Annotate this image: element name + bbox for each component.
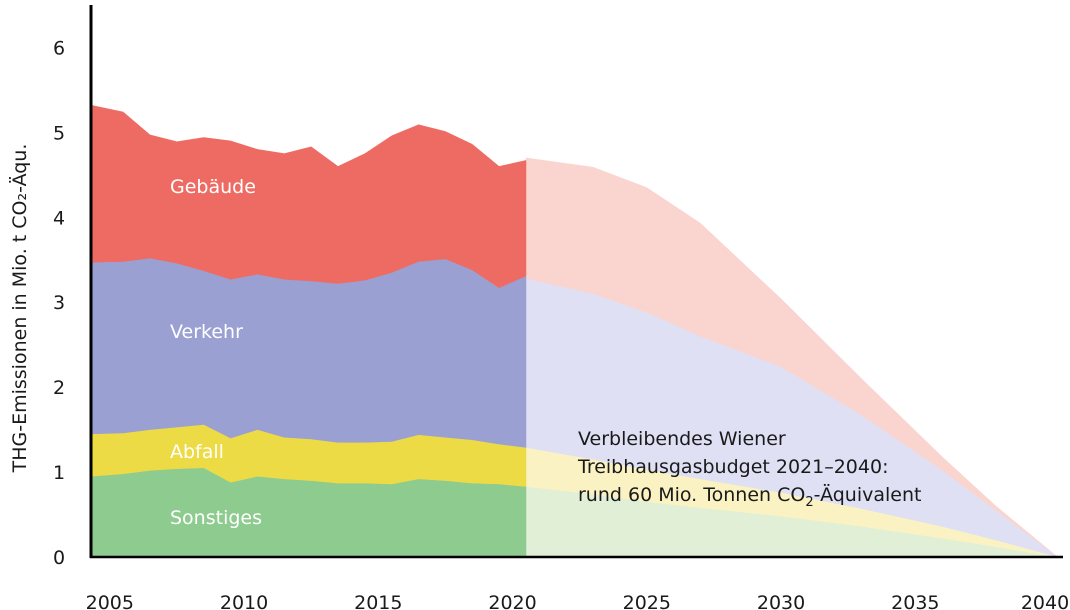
annotation-line-3-prefix: rund 60 Mio. Tonnen CO [578, 484, 805, 506]
series-label-gebaeude: Gebäude [170, 176, 256, 198]
x-tick-label: 2025 [623, 592, 671, 610]
budget-areas [525, 157, 1058, 558]
annotation-line-3: rund 60 Mio. Tonnen CO2-Äquivalent [578, 483, 921, 510]
x-tick-label: 2005 [86, 592, 134, 610]
y-tick-label: 4 [53, 207, 65, 229]
x-tick-label: 2010 [220, 592, 268, 610]
y-tick-label: 1 [53, 462, 65, 484]
x-tick-label: 2040 [1021, 592, 1069, 610]
y-tick-labels: 0 1 2 3 4 5 6 [53, 37, 65, 569]
x-tick-label: 2035 [891, 592, 939, 610]
series-labels: Gebäude Verkehr Abfall Sonstiges [170, 176, 262, 529]
annotation-line-1: Verbleibendes Wiener [578, 428, 786, 450]
x-tick-label: 2015 [354, 592, 402, 610]
y-axis-label: THG-Emissionen in Mio. t CO₂-Äqu. [8, 144, 31, 474]
series-label-abfall: Abfall [170, 441, 224, 463]
historical-area-verkehr [90, 257, 527, 448]
historical-areas [90, 104, 527, 558]
budget-area-gebaeude [525, 157, 1058, 558]
axes [89, 5, 1063, 559]
y-tick-label: 3 [53, 292, 65, 314]
budget-annotation: Verbleibendes Wiener Treibhausgasbudget … [577, 428, 921, 510]
annotation-line-3-suffix: -Äquivalent [814, 483, 922, 506]
x-tick-labels: 2005 2010 2015 2020 2025 2030 2035 2040 [86, 592, 1070, 610]
series-label-sonstiges: Sonstiges [170, 507, 262, 529]
annotation-line-3-sub: 2 [805, 495, 813, 510]
annotation-line-2: Treibhausgasbudget 2021–2040: [577, 456, 888, 478]
y-axis-label-text: THG-Emissionen in Mio. t CO₂-Äqu. [8, 144, 31, 474]
y-tick-label: 6 [53, 37, 65, 59]
y-tick-label: 5 [53, 122, 65, 144]
x-tick-label: 2030 [757, 592, 805, 610]
historical-area-gebaeude [90, 104, 527, 289]
x-tick-label: 2020 [488, 592, 536, 610]
series-label-verkehr: Verkehr [170, 321, 243, 343]
y-tick-label: 2 [53, 377, 65, 399]
y-tick-label: 0 [53, 547, 65, 569]
